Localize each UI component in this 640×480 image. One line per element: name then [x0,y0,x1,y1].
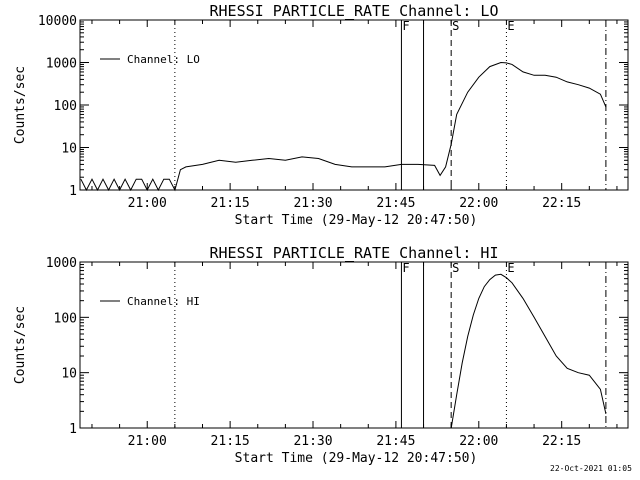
x-tick-label: 21:15 [211,196,250,211]
event-marker-label: E [507,19,514,33]
y-tick-label: 10 [61,142,77,157]
x-tick-label: 22:00 [459,434,498,449]
event-marker-label: F [402,19,409,33]
x-tick-label: 21:45 [376,196,415,211]
x-tick-label: 21:15 [211,434,250,449]
event-marker-label: F [402,261,409,275]
y-tick-label: 10000 [38,14,77,29]
plot-frame [79,261,629,429]
x-tick-label: 22:00 [459,196,498,211]
x-tick-label: 21:45 [376,434,415,449]
event-marker-label: S [452,261,459,275]
x-tick-label: 21:30 [293,196,332,211]
x-tick-label: 22:15 [542,434,581,449]
chart-title: RHESSI PARTICLE_RATE Channel: HI [210,244,499,262]
series-line-hi [450,273,607,429]
plot-frame [79,19,629,191]
y-tick-label: 1 [69,184,77,199]
x-axis-label: Start Time (29-May-12 20:47:50) [235,451,478,466]
y-tick-label: 1000 [46,57,77,72]
y-tick-label: 100 [54,311,77,326]
footer-timestamp: 22-Oct-2021 01:05 [550,464,632,473]
legend-label: Channel: LO [127,53,200,66]
series-line-lo [80,61,607,192]
legend-label: Channel: HI [127,295,200,308]
event-marker-label: E [507,261,514,275]
y-tick-label: 100 [54,99,77,114]
y-tick-label: 10 [61,367,77,382]
chart-panel-2: RHESSI PARTICLE_RATE Channel: HI Start Ti… [13,244,629,466]
x-tick-label: 22:15 [542,196,581,211]
x-axis-label: Start Time (29-May-12 20:47:50) [235,213,478,228]
chart-panel-1: RHESSI PARTICLE_RATE Channel: LO Start Ti… [13,2,629,228]
y-axis-label: Counts/sec [13,66,28,144]
x-tick-label: 21:30 [293,434,332,449]
y-axis-label: Counts/sec [13,306,28,384]
chart-title: RHESSI PARTICLE_RATE Channel: LO [210,2,499,20]
x-tick-label: 21:00 [128,434,167,449]
y-tick-label: 1000 [46,256,77,271]
event-marker-label: S [452,19,459,33]
x-tick-label: 21:00 [128,196,167,211]
y-tick-label: 1 [69,422,77,437]
